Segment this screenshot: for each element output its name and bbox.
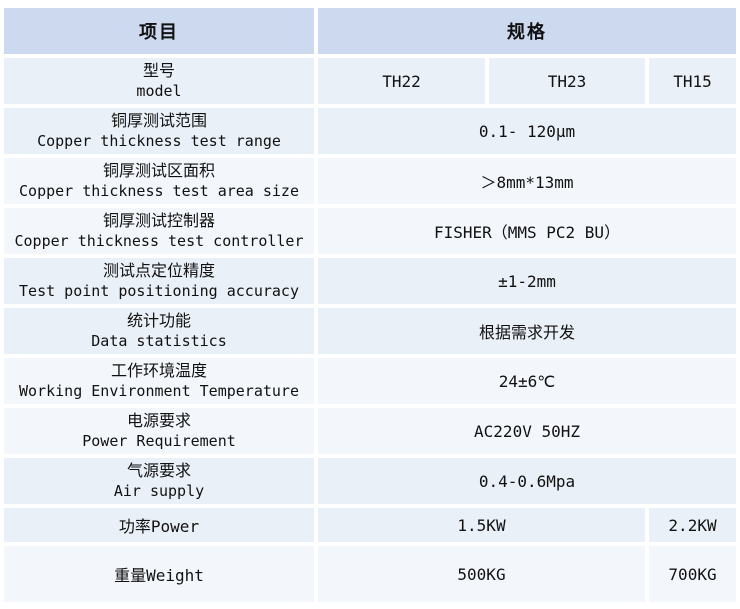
header-row: 项目 规格	[4, 8, 737, 54]
spec-row-value: ±1-2mm	[318, 258, 737, 304]
spec-row-air-supply: 气源要求 Air supply 0.4-0.6Mpa	[4, 458, 737, 504]
power-row-label: 功率Power	[4, 508, 314, 542]
power-value-th15: 2.2KW	[649, 508, 737, 542]
weight-value-main: 500KG	[318, 546, 645, 602]
model-th15: TH15	[649, 58, 737, 104]
spec-row-power-requirement: 电源要求 Power Requirement AC220V 50HZ	[4, 408, 737, 454]
spec-label-en: Copper thickness test area size	[19, 182, 299, 200]
spec-label-zh: 铜厚测试控制器	[102, 211, 215, 230]
spec-label-en: Copper thickness test range	[37, 132, 281, 150]
spec-row-label: 工作环境温度 Working Environment Temperature	[4, 358, 314, 404]
spec-label-zh: 统计功能	[126, 311, 191, 330]
spec-label-en: Test point positioning accuracy	[19, 282, 299, 300]
spec-row-label: 测试点定位精度 Test point positioning accuracy	[4, 258, 314, 304]
spec-row-label: 铜厚测试范围 Copper thickness test range	[4, 108, 314, 154]
model-row-label: 型号 model	[4, 58, 314, 104]
model-label-zh: 型号	[142, 61, 175, 80]
spec-label-en: Working Environment Temperature	[19, 382, 299, 400]
spec-label-zh: 工作环境温度	[110, 361, 207, 380]
model-th22: TH22	[318, 58, 485, 104]
header-cell-item: 项目	[4, 8, 314, 54]
spec-label-zh: 测试点定位精度	[102, 261, 215, 280]
spec-label-en: Power Requirement	[82, 432, 236, 450]
spec-row-value: 24±6℃	[318, 358, 737, 404]
spec-row-working-temperature: 工作环境温度 Working Environment Temperature 2…	[4, 358, 737, 404]
model-row: 型号 model TH22 TH23 TH15	[4, 58, 737, 104]
spec-row-label: 电源要求 Power Requirement	[4, 408, 314, 454]
spec-row-data-statistics: 统计功能 Data statistics 根据需求开发	[4, 308, 737, 354]
spec-label-zh: 电源要求	[126, 411, 191, 430]
weight-value-th15: 700KG	[649, 546, 737, 602]
spec-label-zh: 气源要求	[126, 461, 191, 480]
spec-row-value: FISHER（MMS PC2 BU）	[318, 208, 737, 254]
power-row: 功率Power 1.5KW 2.2KW	[4, 508, 737, 542]
spec-row-value: 0.1- 120μm	[318, 108, 737, 154]
spec-row-label: 铜厚测试区面积 Copper thickness test area size	[4, 158, 314, 204]
spec-row-value: AC220V 50HZ	[318, 408, 737, 454]
spec-row-label: 统计功能 Data statistics	[4, 308, 314, 354]
spec-label-en: Air supply	[113, 482, 205, 500]
spec-row-label: 铜厚测试控制器 Copper thickness test controller	[4, 208, 314, 254]
spec-table: 项目 规格 型号 model TH22 TH23 TH15 铜厚测试范围 Cop…	[0, 4, 740, 606]
spec-row-copper-range: 铜厚测试范围 Copper thickness test range 0.1- …	[4, 108, 737, 154]
spec-row-copper-area: 铜厚测试区面积 Copper thickness test area size …	[4, 158, 737, 204]
spec-row-copper-controller: 铜厚测试控制器 Copper thickness test controller…	[4, 208, 737, 254]
model-th23: TH23	[489, 58, 645, 104]
spec-label-zh: 铜厚测试区面积	[102, 161, 215, 180]
spec-label-en: Copper thickness test controller	[14, 232, 304, 250]
model-label-en: model	[136, 82, 182, 100]
power-value-main: 1.5KW	[318, 508, 645, 542]
spec-row-positioning-accuracy: 测试点定位精度 Test point positioning accuracy …	[4, 258, 737, 304]
spec-row-label: 气源要求 Air supply	[4, 458, 314, 504]
header-cell-spec: 规格	[318, 8, 737, 54]
spec-label-zh: 铜厚测试范围	[110, 111, 207, 130]
weight-row: 重量Weight 500KG 700KG	[4, 546, 737, 602]
spec-row-value: ＞8mm*13mm	[318, 158, 737, 204]
spec-row-value: 0.4-0.6Mpa	[318, 458, 737, 504]
weight-row-label: 重量Weight	[4, 546, 314, 602]
spec-label-en: Data statistics	[91, 332, 227, 350]
spec-row-value: 根据需求开发	[318, 308, 737, 354]
